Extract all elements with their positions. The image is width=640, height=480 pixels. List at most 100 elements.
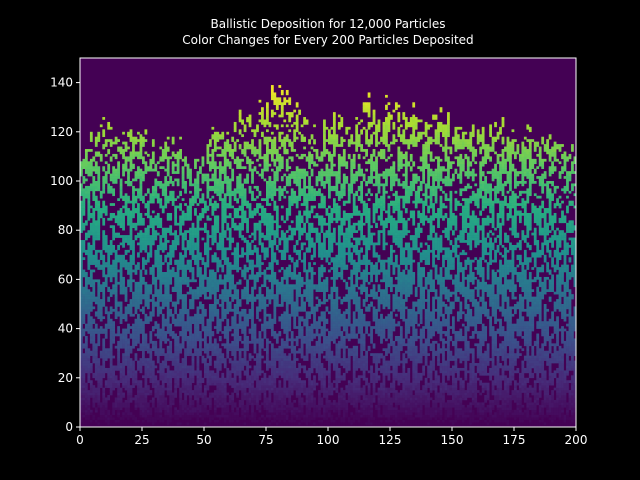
deposited-particle bbox=[114, 173, 118, 177]
deposited-particle bbox=[221, 289, 225, 292]
deposited-particle bbox=[139, 318, 143, 322]
deposited-particle bbox=[196, 326, 200, 329]
deposited-particle bbox=[174, 338, 178, 342]
deposited-particle bbox=[129, 360, 133, 364]
deposited-particle bbox=[92, 208, 96, 211]
deposited-particle bbox=[99, 414, 103, 418]
deposited-particle bbox=[213, 235, 217, 238]
deposited-particle bbox=[184, 370, 187, 374]
deposited-particle bbox=[181, 375, 185, 379]
deposited-particle bbox=[189, 414, 192, 418]
deposited-particle bbox=[204, 340, 207, 344]
deposited-particle bbox=[241, 313, 244, 317]
deposited-particle bbox=[132, 200, 135, 204]
deposited-particle bbox=[243, 340, 247, 344]
deposited-particle bbox=[80, 205, 83, 209]
deposited-particle bbox=[174, 289, 178, 292]
deposited-particle bbox=[174, 220, 178, 224]
deposited-particle bbox=[194, 193, 197, 197]
deposited-particle bbox=[194, 419, 197, 423]
deposited-particle bbox=[221, 210, 225, 214]
deposited-particle bbox=[80, 335, 83, 339]
deposited-particle bbox=[89, 365, 93, 369]
deposited-particle bbox=[176, 272, 180, 275]
deposited-particle bbox=[127, 404, 130, 408]
deposited-particle bbox=[124, 328, 128, 332]
deposited-particle bbox=[181, 247, 185, 251]
deposited-particle bbox=[184, 377, 187, 381]
deposited-particle bbox=[132, 326, 135, 329]
deposited-particle bbox=[109, 308, 113, 312]
deposited-particle bbox=[246, 340, 249, 344]
deposited-particle bbox=[114, 407, 118, 411]
deposited-particle bbox=[151, 313, 155, 317]
deposited-particle bbox=[80, 272, 83, 275]
deposited-particle bbox=[236, 225, 240, 229]
deposited-particle bbox=[169, 296, 173, 300]
deposited-particle bbox=[151, 230, 155, 233]
deposited-particle bbox=[213, 304, 217, 307]
deposited-particle bbox=[144, 399, 148, 403]
deposited-particle bbox=[164, 294, 168, 297]
deposited-particle bbox=[206, 296, 210, 300]
deposited-particle bbox=[84, 294, 88, 297]
deposited-particle bbox=[233, 348, 237, 352]
deposited-particle bbox=[181, 323, 185, 327]
deposited-particle bbox=[191, 230, 195, 233]
deposited-particle bbox=[238, 109, 242, 113]
deposited-particle bbox=[236, 348, 240, 352]
deposited-particle bbox=[236, 190, 240, 194]
deposited-particle bbox=[132, 345, 135, 349]
deposited-particle bbox=[92, 198, 96, 201]
deposited-particle bbox=[112, 173, 116, 177]
deposited-particle bbox=[169, 412, 173, 415]
deposited-particle bbox=[124, 331, 128, 334]
deposited-particle bbox=[146, 210, 150, 214]
deposited-particle bbox=[117, 409, 120, 413]
deposited-particle bbox=[164, 407, 168, 411]
deposited-particle bbox=[228, 370, 232, 374]
deposited-particle bbox=[109, 343, 113, 347]
deposited-particle bbox=[124, 414, 128, 418]
deposited-particle bbox=[223, 203, 227, 206]
deposited-particle bbox=[174, 372, 178, 376]
deposited-particle bbox=[204, 365, 207, 369]
deposited-particle bbox=[206, 193, 210, 197]
deposited-particle bbox=[107, 353, 111, 356]
deposited-particle bbox=[196, 333, 200, 337]
deposited-particle bbox=[89, 335, 93, 339]
deposited-particle bbox=[204, 372, 207, 376]
deposited-particle bbox=[181, 232, 185, 236]
deposited-particle bbox=[196, 274, 200, 278]
deposited-particle bbox=[181, 264, 185, 268]
deposited-particle bbox=[112, 166, 116, 169]
deposited-particle bbox=[241, 158, 244, 162]
deposited-particle bbox=[97, 335, 101, 339]
deposited-particle bbox=[132, 299, 135, 302]
deposited-particle bbox=[246, 299, 249, 302]
deposited-particle bbox=[109, 358, 113, 361]
deposited-particle bbox=[179, 257, 182, 261]
deposited-particle bbox=[134, 306, 138, 310]
deposited-particle bbox=[211, 136, 215, 140]
deposited-particle bbox=[156, 289, 160, 292]
deposited-particle bbox=[236, 281, 240, 285]
deposited-particle bbox=[221, 358, 225, 361]
deposited-particle bbox=[216, 350, 220, 354]
deposited-particle bbox=[189, 304, 192, 307]
deposited-particle bbox=[243, 417, 247, 420]
deposited-particle bbox=[246, 424, 249, 428]
deposited-particle bbox=[241, 190, 244, 194]
deposited-particle bbox=[134, 151, 138, 155]
deposited-particle bbox=[117, 198, 120, 201]
deposited-particle bbox=[109, 276, 113, 280]
deposited-particle bbox=[127, 397, 130, 401]
deposited-particle bbox=[204, 402, 207, 406]
deposited-particle bbox=[97, 377, 101, 381]
deposited-particle bbox=[181, 220, 185, 224]
deposited-particle bbox=[92, 242, 96, 246]
deposited-particle bbox=[94, 358, 98, 361]
deposited-particle bbox=[161, 399, 165, 403]
deposited-particle bbox=[221, 402, 225, 406]
deposited-particle bbox=[92, 328, 96, 332]
